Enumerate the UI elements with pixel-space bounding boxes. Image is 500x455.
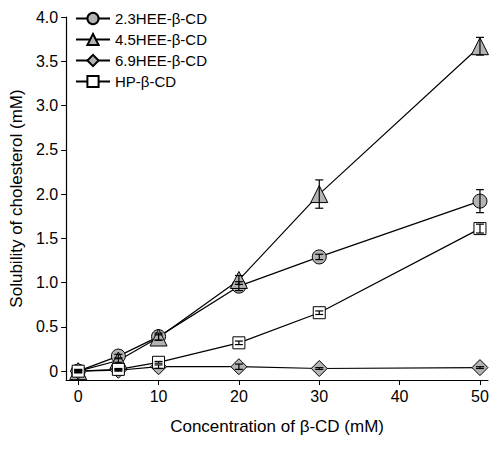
svg-text:50: 50 — [471, 388, 489, 405]
svg-text:2.0: 2.0 — [36, 186, 58, 203]
svg-text:1.0: 1.0 — [36, 274, 58, 291]
svg-text:6.9HEE-β-CD: 6.9HEE-β-CD — [115, 52, 207, 69]
svg-text:0: 0 — [74, 388, 83, 405]
svg-text:2.3HEE-β-CD: 2.3HEE-β-CD — [115, 10, 207, 27]
svg-text:20: 20 — [230, 388, 248, 405]
svg-text:1.5: 1.5 — [36, 230, 58, 247]
svg-text:0: 0 — [49, 363, 58, 380]
svg-text:0.5: 0.5 — [36, 318, 58, 335]
svg-text:40: 40 — [391, 388, 409, 405]
svg-text:30: 30 — [310, 388, 328, 405]
svg-text:3.5: 3.5 — [36, 53, 58, 70]
svg-text:Solubility of cholesterol (mM): Solubility of cholesterol (mM) — [7, 89, 26, 307]
svg-text:Concentration of β-CD (mM): Concentration of β-CD (mM) — [170, 417, 384, 436]
svg-text:3.0: 3.0 — [36, 97, 58, 114]
svg-text:4.5HEE-β-CD: 4.5HEE-β-CD — [115, 31, 207, 48]
svg-text:4.0: 4.0 — [36, 9, 58, 26]
svg-text:10: 10 — [150, 388, 168, 405]
svg-text:HP-β-CD: HP-β-CD — [115, 73, 176, 90]
svg-text:2.5: 2.5 — [36, 141, 58, 158]
